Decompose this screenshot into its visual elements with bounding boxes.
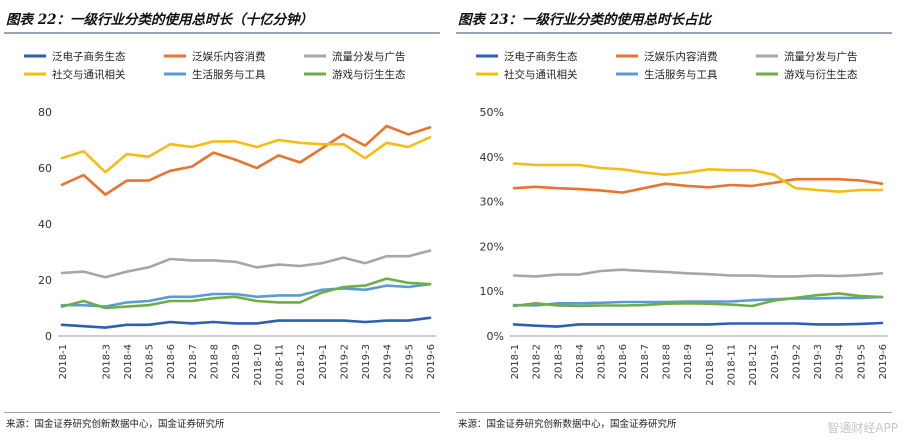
x-tick-label: 2019-5: [856, 344, 867, 379]
chart-panel-right: 图表 23：一级行业分类的使用总时长占比 泛电子商务生态 泛娱乐内容消费 流量分发与…: [452, 0, 904, 440]
x-tick-label: 2018-7: [188, 344, 199, 379]
x-tick-label: 2019-4: [835, 344, 846, 379]
x-tick-label: 2018-5: [145, 344, 156, 379]
x-tick-label: 2018-9: [683, 344, 694, 379]
chart-title-left: 图表 22：一级行业分类的使用总时长（十亿分钟）: [6, 12, 313, 28]
y-tick-label: 0%: [487, 330, 504, 343]
x-tick-label: 2019-2: [339, 344, 350, 379]
x-tick-label: 2018-11: [726, 344, 737, 386]
x-tick-label: 2018-6: [618, 344, 629, 379]
title-rule-right: [456, 32, 892, 34]
y-tick-label: 10%: [480, 285, 504, 298]
series-line-5: [512, 295, 884, 307]
x-tick-label: 2018-9: [231, 344, 242, 379]
x-tick-label: 2018-2: [532, 344, 543, 379]
series-line-5: [60, 282, 432, 308]
source-rule-left: [4, 412, 440, 413]
legend-label: 生活服务与工具: [644, 68, 718, 81]
y-tick-label: 50%: [480, 106, 504, 119]
series-line-4: [60, 135, 432, 174]
series-line-1: [60, 316, 432, 329]
watermark: 智通财经APP: [827, 421, 898, 435]
x-tick-label: 2019-3: [813, 344, 824, 379]
series-line-3: [512, 268, 884, 278]
x-tick-label: 2018-10: [253, 344, 264, 386]
y-tick-label: 20: [38, 274, 52, 287]
x-tick-label: 2019-1: [318, 344, 329, 379]
y-tick-label: 60: [38, 162, 52, 175]
legend-label: 流量分发与广告: [784, 50, 858, 63]
x-tick-label: 2018-1: [510, 344, 521, 379]
x-tick-label: 2018-12: [296, 344, 307, 386]
x-tick-label: 2018-1: [58, 344, 69, 379]
legend-label: 泛电子商务生态: [52, 50, 126, 63]
legend-label: 泛娱乐内容消费: [192, 50, 266, 63]
series-line-2: [60, 124, 432, 196]
y-tick-label: 30%: [480, 196, 504, 209]
x-tick-label: 2018-12: [748, 344, 759, 386]
x-tick-label: 2018-8: [210, 344, 221, 379]
legend-label: 泛娱乐内容消费: [644, 50, 718, 63]
x-tick-label: 2019-6: [878, 344, 889, 379]
title-rule-left: [4, 32, 440, 34]
chart-panel-left: 图表 22：一级行业分类的使用总时长（十亿分钟） 泛电子商务生态 泛娱乐内容消费 流…: [4, 12, 440, 430]
series-line-6: [512, 292, 884, 308]
source-note-right: 来源：国金证券研究创新数据中心，国金证券研究所: [458, 419, 677, 430]
source-rule-right: [456, 412, 892, 413]
legend-label: 生活服务与工具: [192, 68, 266, 81]
x-tick-label: 2018-6: [166, 344, 177, 379]
series-line-1: [512, 321, 884, 328]
y-tick-label: 80: [38, 106, 52, 119]
legend-label: 游戏与衍生生态: [332, 68, 406, 81]
x-tick-label: 2019-2: [791, 344, 802, 379]
x-tick-label: 2019-3: [361, 344, 372, 379]
x-tick-label: 2018-3: [553, 344, 564, 379]
x-tick-label: 2018-7: [640, 344, 651, 379]
legend-label: 社交与通讯相关: [504, 68, 578, 81]
x-tick-label: 2019-4: [383, 344, 394, 379]
series-line-4: [512, 162, 884, 193]
legend-label: 游戏与衍生生态: [784, 68, 858, 81]
x-tick-label: 2018-3: [101, 344, 112, 379]
source-note-left: 来源：国金证券研究创新数据中心，国金证券研究所: [6, 419, 225, 430]
y-tick-label: 0: [45, 330, 52, 343]
y-tick-label: 40: [38, 218, 52, 231]
x-tick-label: 2018-4: [123, 344, 134, 379]
x-tick-label: 2018-4: [575, 344, 586, 379]
x-tick-label: 2018-10: [705, 344, 716, 386]
legend-label: 社交与通讯相关: [52, 68, 126, 81]
x-tick-label: 2018-5: [597, 344, 608, 379]
x-tick-label: 2019-6: [426, 344, 437, 379]
series-line-2: [512, 177, 884, 194]
x-tick-label: 2018-11: [274, 344, 285, 386]
chart-title-right: 图表 23：一级行业分类的使用总时长占比: [458, 12, 711, 28]
y-tick-label: 40%: [480, 151, 504, 164]
x-tick-label: 2019-5: [404, 344, 415, 379]
x-tick-label: 2019-1: [770, 344, 781, 379]
y-tick-label: 20%: [480, 240, 504, 253]
series-line-6: [60, 277, 432, 310]
legend-label: 流量分发与广告: [332, 50, 406, 63]
series-line-3: [60, 249, 432, 279]
x-tick-label: 2018-8: [662, 344, 673, 379]
legend-label: 泛电子商务生态: [504, 50, 578, 63]
